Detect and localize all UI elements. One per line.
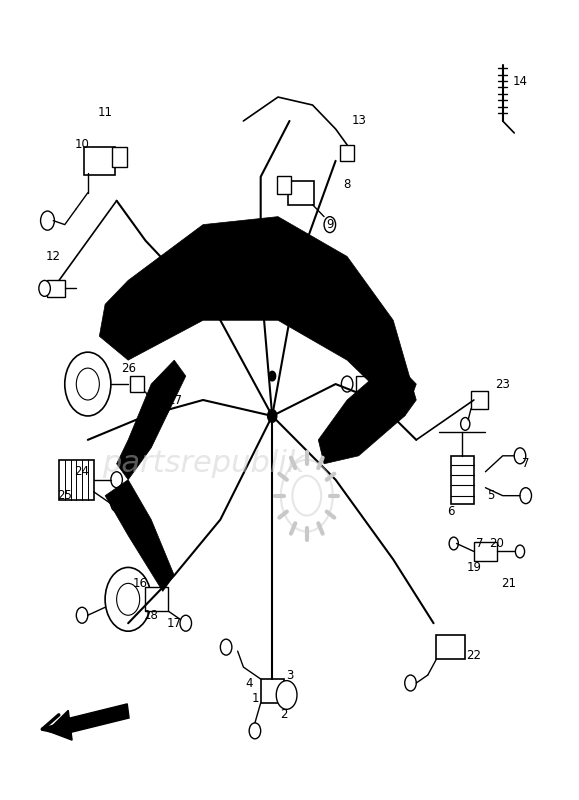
Text: 25: 25 [57,489,72,502]
Circle shape [221,639,232,655]
Bar [83,147,115,174]
Text: 7: 7 [476,537,483,550]
Circle shape [76,368,100,400]
Polygon shape [100,217,416,416]
Text: 15: 15 [368,346,383,358]
Circle shape [276,681,297,710]
Circle shape [461,418,470,430]
Text: 11: 11 [98,106,112,119]
Bar [288,181,314,205]
Polygon shape [318,360,416,464]
Text: 17: 17 [167,617,182,630]
Text: 21: 21 [501,577,516,590]
Text: 2: 2 [280,709,288,722]
Text: 16: 16 [132,577,147,590]
Circle shape [405,675,416,691]
Text: 1: 1 [251,693,259,706]
Circle shape [249,723,261,739]
Circle shape [111,496,122,512]
Circle shape [269,371,276,381]
Text: 22: 22 [467,649,481,662]
Circle shape [515,545,525,558]
Text: 10: 10 [75,138,90,151]
Bar [145,587,168,611]
Text: 7: 7 [522,458,530,470]
Bar [451,456,474,504]
Text: 4: 4 [245,677,253,690]
Text: 12: 12 [46,250,61,263]
Bar [437,635,466,659]
Circle shape [39,281,50,296]
Bar [47,280,65,297]
FancyArrow shape [47,704,129,740]
Bar [474,542,497,562]
Circle shape [111,472,122,488]
Circle shape [41,211,54,230]
Circle shape [76,607,88,623]
Circle shape [180,615,192,631]
Polygon shape [105,480,174,591]
Bar [277,176,291,194]
Bar [112,147,127,167]
Text: 20: 20 [489,537,504,550]
Circle shape [376,376,387,392]
Text: 19: 19 [467,561,481,574]
Text: 14: 14 [512,74,527,88]
Text: 5: 5 [488,489,495,502]
Text: 3: 3 [286,669,293,682]
Text: 13: 13 [351,114,366,127]
Text: 27: 27 [167,394,182,406]
Circle shape [514,448,526,464]
Circle shape [157,400,168,416]
Text: 8: 8 [343,178,351,191]
Circle shape [116,583,140,615]
Bar [59,460,94,500]
Text: partsrepublik: partsrepublik [102,450,305,478]
Bar [340,145,354,161]
Text: 18: 18 [144,609,159,622]
Bar [130,376,144,392]
Circle shape [324,217,336,233]
Circle shape [342,376,353,392]
Bar [261,679,284,703]
Text: 9: 9 [326,218,334,231]
Polygon shape [116,360,186,480]
Text: 24: 24 [75,466,90,478]
Circle shape [520,488,532,504]
Circle shape [65,352,111,416]
Bar [471,391,488,409]
Text: 23: 23 [495,378,510,390]
Circle shape [105,567,151,631]
Text: 26: 26 [120,362,135,374]
Circle shape [449,537,459,550]
Bar [356,376,373,392]
Circle shape [267,410,277,422]
Text: 6: 6 [447,505,455,518]
